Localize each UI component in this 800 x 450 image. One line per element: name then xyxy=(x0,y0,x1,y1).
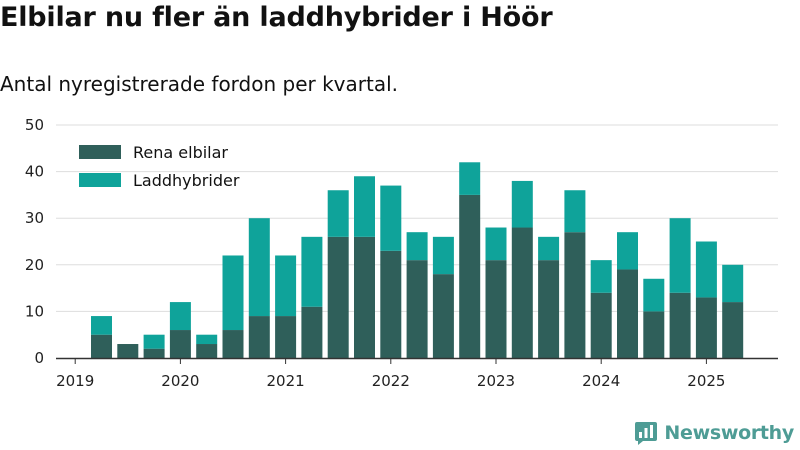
y-tick-label: 0 xyxy=(34,349,44,367)
bar-laddhybrider xyxy=(275,255,297,317)
bar-rena-elbilar xyxy=(91,334,112,358)
x-tick-label: 2019 xyxy=(56,372,94,390)
bar-laddhybrider xyxy=(354,176,375,237)
bar-rena-elbilar xyxy=(511,227,533,358)
bar-rena-elbilar xyxy=(695,297,717,358)
bar-rena-elbilar xyxy=(669,292,691,358)
newsworthy-logo: Newsworthy xyxy=(634,420,794,446)
newsworthy-logo-icon xyxy=(635,422,658,445)
bar-laddhybrider xyxy=(196,334,218,345)
x-tick-label: 2020 xyxy=(161,372,199,390)
bar-laddhybrider xyxy=(617,232,638,270)
x-tick-label: 2022 xyxy=(372,372,410,390)
axes: 0 10 20 30 40 50 2019 2020 2021 2022 2023 2024 2025 xyxy=(25,116,778,390)
chart-subtitle: Antal nyregistrerade fordon per kvartal. xyxy=(0,72,399,96)
bar-laddhybrider xyxy=(485,227,507,261)
bar-laddhybrider xyxy=(590,260,612,293)
bar-laddhybrider xyxy=(406,232,428,261)
bar-rena-elbilar xyxy=(196,344,218,358)
legend-laddhybrider-swatch xyxy=(79,173,121,187)
bar-rena-elbilar xyxy=(117,344,139,358)
bar-rena-elbilar xyxy=(432,274,454,358)
y-tick-label: 40 xyxy=(25,163,44,181)
y-tick-label: 20 xyxy=(25,256,44,274)
bar-laddhybrider xyxy=(91,316,112,335)
legend-rena-elbilar-label: Rena elbilar xyxy=(133,143,228,162)
bar-rena-elbilar xyxy=(722,302,744,358)
bar-laddhybrider xyxy=(538,236,560,261)
bar-rena-elbilar xyxy=(590,292,612,358)
x-tick-label: 2025 xyxy=(687,372,725,390)
bar-rena-elbilar xyxy=(169,330,191,358)
bar-rena-elbilar xyxy=(617,269,638,358)
bar-laddhybrider xyxy=(669,218,691,293)
bar-laddhybrider xyxy=(695,241,717,298)
bar-rena-elbilar xyxy=(459,194,481,358)
bar-laddhybrider xyxy=(459,162,481,195)
bar-rena-elbilar xyxy=(248,316,270,358)
bar-rena-elbilar xyxy=(222,330,244,358)
x-tick-label: 2021 xyxy=(267,372,305,390)
x-tick-label: 2024 xyxy=(582,372,620,390)
x-tick-label: 2023 xyxy=(477,372,515,390)
bar-rena-elbilar xyxy=(301,306,323,358)
legend-laddhybrider-label: Laddhybrider xyxy=(133,171,240,190)
bars xyxy=(91,162,744,358)
bar-rena-elbilar xyxy=(327,236,349,358)
legend: Rena elbilar Laddhybrider xyxy=(79,143,240,190)
bar-laddhybrider xyxy=(432,236,454,275)
y-tick-label: 50 xyxy=(25,116,44,134)
bar-laddhybrider xyxy=(301,236,323,307)
bar-laddhybrider xyxy=(327,190,349,237)
bar-rena-elbilar xyxy=(643,311,665,358)
y-tick-label: 10 xyxy=(25,302,44,320)
legend-rena-elbilar-swatch xyxy=(79,145,121,159)
y-tick-label: 30 xyxy=(25,209,44,227)
bar-rena-elbilar xyxy=(143,348,165,358)
bar-rena-elbilar xyxy=(564,232,586,358)
bar-laddhybrider xyxy=(380,185,402,251)
bar-rena-elbilar xyxy=(406,260,428,358)
bar-laddhybrider xyxy=(169,302,191,331)
bar-laddhybrider xyxy=(143,334,165,349)
bar-rena-elbilar xyxy=(538,260,560,358)
bar-rena-elbilar xyxy=(275,316,297,358)
bar-rena-elbilar xyxy=(380,250,402,358)
bar-laddhybrider xyxy=(643,278,665,312)
bar-rena-elbilar xyxy=(354,236,375,358)
brand-name: Newsworthy xyxy=(664,422,794,444)
bar-laddhybrider xyxy=(222,255,244,331)
chart-title: Elbilar nu fler än laddhybrider i Höör xyxy=(0,2,553,33)
bar-laddhybrider xyxy=(722,264,744,303)
bar-laddhybrider xyxy=(248,218,270,317)
bar-rena-elbilar xyxy=(485,260,507,358)
bar-laddhybrider xyxy=(511,180,533,228)
bar-laddhybrider xyxy=(564,190,586,233)
